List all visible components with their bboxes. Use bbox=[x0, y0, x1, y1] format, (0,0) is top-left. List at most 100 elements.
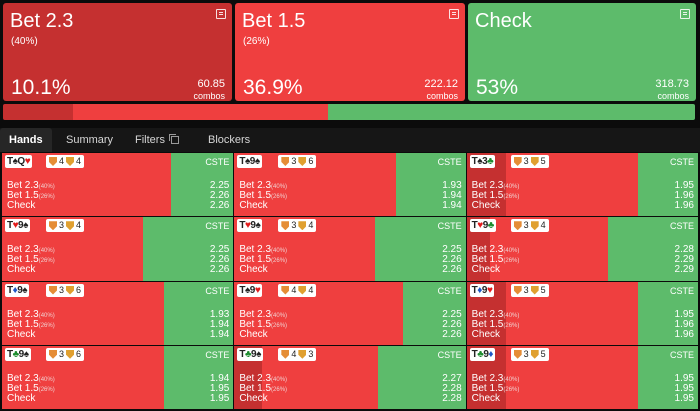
tab-hands[interactable]: Hands bbox=[0, 128, 52, 152]
hand-cell[interactable]: T♦9♥ 3 5 CSTE Bet 2.3(40%) 1.95 Bet 1.5(26%) 1.… bbox=[466, 281, 698, 345]
ev-row-check: Check 1.95 bbox=[7, 393, 229, 404]
ev-row-check: Check 1.96 bbox=[472, 329, 694, 340]
hand-cards: T♠9♥ bbox=[237, 283, 263, 297]
card-rank: T bbox=[471, 156, 478, 167]
badge-value: 4 bbox=[59, 156, 65, 166]
hand-cell[interactable]: T♣9♦ 3 5 CSTE Bet 2.3(40%) 1.95 Bet 1.5(26%) 1.… bbox=[466, 345, 698, 409]
card-rank: 9 bbox=[17, 284, 23, 296]
row-value: 1.93 bbox=[442, 180, 462, 191]
shield-icon bbox=[66, 221, 75, 231]
action-title: Check bbox=[475, 10, 532, 32]
row-freq: (40%) bbox=[503, 312, 520, 319]
card-rank: 9 bbox=[482, 220, 489, 232]
badge-value: 4 bbox=[540, 220, 546, 231]
ev-row-bet-2-3: Bet 2.3(40%) 1.93 bbox=[7, 308, 229, 320]
suit-icon: ♠ bbox=[244, 156, 250, 167]
row-value: 2.26 bbox=[442, 264, 462, 276]
copy-icon[interactable] bbox=[168, 134, 179, 144]
shield-icon bbox=[513, 157, 522, 166]
ev-row-bet-2-3: Bet 2.3(40%) 1.95 bbox=[472, 309, 694, 320]
check-fill bbox=[163, 345, 234, 409]
expand-icon[interactable] bbox=[449, 9, 459, 19]
hand-cell[interactable]: T♥9♠ 3 4 CSTE Bet 2.3(40%) 2.25 Bet 1.5(26%) 2.… bbox=[2, 217, 234, 281]
row-label: Bet 2.3 bbox=[7, 308, 39, 320]
ev-rows: Bet 2.3(40%) 1.95 Bet 1.5(26%) 1.96 Check 1.9… bbox=[472, 309, 694, 340]
badge-value: 5 bbox=[540, 284, 546, 295]
suit-icon: ♥ bbox=[24, 156, 31, 167]
row-freq: (26%) bbox=[271, 322, 288, 329]
row-freq: (40%) bbox=[271, 184, 288, 190]
row-label: Bet 2.3 bbox=[7, 180, 39, 191]
action-percentage: 10.1% bbox=[11, 76, 71, 99]
row-label: Check bbox=[7, 328, 36, 340]
ev-row-bet-2-3: Bet 2.3(40%) 2.25 bbox=[7, 245, 229, 255]
row-value: 1.94 bbox=[442, 190, 462, 201]
badge-value: 4 bbox=[76, 220, 82, 231]
row-label: Bet 1.5 bbox=[239, 254, 272, 266]
tab-label: Summary bbox=[66, 134, 114, 146]
row-value: 2.26 bbox=[442, 254, 462, 266]
action-card-bet-1-5[interactable]: Bet 1.5 (26%) 36.9% 222.12 combos bbox=[235, 3, 465, 101]
ev-row-bet-2-3: Bet 2.3(40%) 1.95 bbox=[472, 181, 694, 191]
row-label: Bet 1.5 bbox=[7, 190, 39, 201]
check-fill bbox=[637, 281, 698, 345]
shield-icon bbox=[49, 349, 57, 359]
suit-icon: ♠ bbox=[255, 220, 261, 232]
hand-cell[interactable]: T♥9♣ 3 4 CSTE Bet 2.3(40%) 2.28 Bet 1.5(26%) 2.… bbox=[466, 217, 698, 281]
row-value: 1.96 bbox=[674, 190, 694, 201]
tab-label: Filters bbox=[135, 134, 165, 146]
row-freq: (26%) bbox=[38, 258, 55, 265]
suit-icon: ♦ bbox=[488, 348, 493, 360]
cste-label: CSTE bbox=[437, 157, 462, 167]
hand-cell[interactable]: T♣9♠ 3 6 CSTE Bet 2.3(40%) 1.94 Bet 1.5(26%) 1.… bbox=[2, 345, 234, 409]
ev-row-bet-2-3: Bet 2.3(40%) 1.93 bbox=[239, 181, 461, 191]
row-value: 2.26 bbox=[209, 200, 230, 211]
shield-icon bbox=[66, 285, 75, 295]
card-rank: T bbox=[471, 284, 478, 296]
hand-cell[interactable]: T♣9♠ 4 3 CSTE Bet 2.3(40%) 2.27 Bet 1.5(26%) 2.… bbox=[234, 345, 466, 409]
tab-blockers[interactable]: Blockers bbox=[199, 128, 259, 152]
badge-value: 6 bbox=[308, 156, 314, 166]
ev-row-bet-1-5: Bet 1.5(26%) 2.26 bbox=[239, 255, 461, 265]
action-card-bet-2-3[interactable]: Bet 2.3 (40%) 10.1% 60.85 combos bbox=[3, 3, 232, 101]
hand-cell[interactable]: T♠9♠ 3 6 CSTE Bet 2.3(40%) 1.93 Bet 1.5(26%) 1.… bbox=[234, 153, 466, 217]
row-freq: (26%) bbox=[271, 194, 288, 200]
hand-cell[interactable]: T♥9♠ 3 4 CSTE Bet 2.3(40%) 2.25 Bet 1.5(26%) 2.… bbox=[234, 217, 466, 281]
cste-label: CSTE bbox=[205, 349, 230, 360]
cste-label: CSTE bbox=[669, 221, 694, 232]
tab-label: Blockers bbox=[208, 134, 251, 146]
cste-label: CSTE bbox=[437, 285, 462, 296]
hand-cell[interactable]: T♠9♥ 4 4 CSTE Bet 2.3(40%) 2.25 Bet 1.5(26%) 2.… bbox=[234, 281, 466, 345]
badge-value: 6 bbox=[76, 348, 82, 359]
tab-filters[interactable]: Filters bbox=[126, 128, 188, 152]
expand-icon[interactable] bbox=[680, 9, 690, 19]
cste-label: CSTE bbox=[205, 157, 230, 167]
suit-icon: ♣ bbox=[12, 348, 20, 360]
row-label: Check bbox=[7, 200, 36, 211]
row-label: Bet 2.3 bbox=[7, 372, 39, 384]
action-card-check[interactable]: Check 53% 318.73 combos bbox=[468, 3, 696, 101]
combos-value: 222.12 bbox=[424, 78, 458, 90]
row-value: 2.26 bbox=[209, 190, 230, 201]
hand-cell[interactable]: T♦9♠ 3 6 CSTE Bet 2.3(40%) 1.93 Bet 1.5(26%) 1.… bbox=[2, 281, 234, 345]
ev-rows: Bet 2.3(40%) 2.25 Bet 1.5(26%) 2.26 Check 2.2… bbox=[7, 181, 229, 211]
cste-label: CSTE bbox=[437, 221, 462, 232]
shield-icon bbox=[298, 221, 307, 231]
tab-summary[interactable]: Summary bbox=[57, 128, 122, 152]
cste-label: CSTE bbox=[205, 285, 230, 296]
hand-cards: T♦9♠ bbox=[5, 283, 30, 297]
suit-icon: ♥ bbox=[254, 284, 261, 296]
card-rank: 9 bbox=[18, 220, 24, 232]
hand-cell[interactable]: T♠3♣ 3 5 CSTE Bet 2.3(40%) 1.95 Bet 1.5(26%) 1.… bbox=[466, 153, 698, 217]
row-freq: (40%) bbox=[503, 184, 520, 190]
bet-1-5-fill bbox=[234, 281, 404, 345]
row-label: Bet 1.5 bbox=[7, 382, 39, 394]
suit-icon: ♥ bbox=[244, 220, 251, 232]
expand-icon[interactable] bbox=[216, 9, 226, 19]
ev-row-bet-1-5: Bet 1.5(26%) 1.96 bbox=[472, 191, 694, 201]
card-rank: T bbox=[239, 284, 245, 296]
strategy-segment bbox=[3, 104, 73, 120]
hand-cell[interactable]: T♠Q♥ 4 4 CSTE Bet 2.3(40%) 2.25 Bet 1.5(26%) 2.… bbox=[2, 153, 234, 217]
suit-icon: ♠ bbox=[254, 156, 260, 167]
